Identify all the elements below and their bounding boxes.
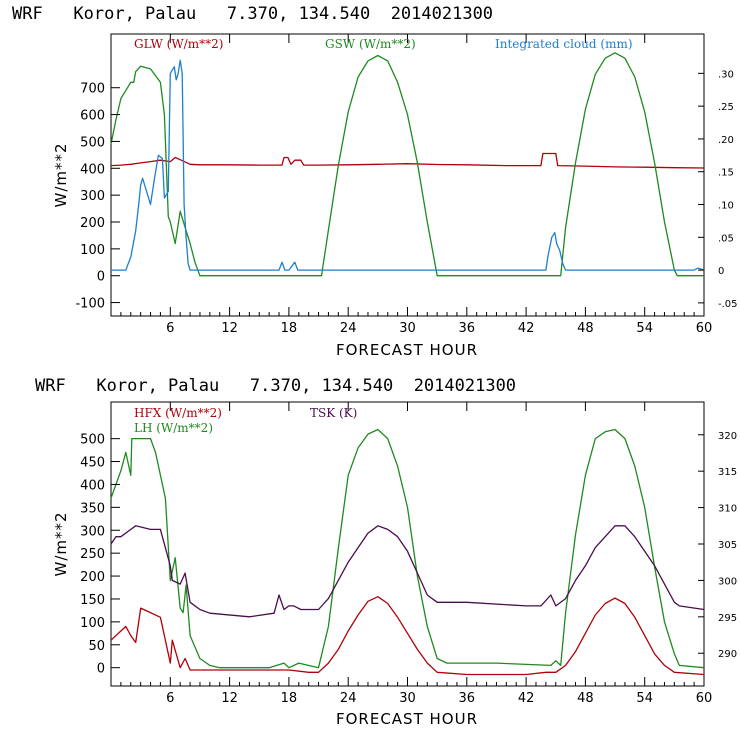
x-tick-label: 24 [340, 691, 357, 706]
y-axis-label: W/m**2 [52, 142, 70, 207]
y-tick-label: 150 [80, 593, 105, 608]
series-line [110, 52, 704, 277]
y-tick-label: 600 [80, 109, 105, 124]
x-tick-label: 18 [281, 321, 298, 336]
legend-hfx: HFX (W/m**2) [134, 406, 222, 420]
x-tick-label: 48 [577, 321, 594, 336]
x-tick-label: 54 [636, 691, 653, 706]
y2-tick-label: 295 [718, 613, 737, 624]
legend-tsk: TSK (K) [310, 406, 357, 420]
y-tick-label: 700 [80, 82, 105, 97]
series-line [111, 59, 705, 271]
y-tick-label: 200 [80, 570, 105, 585]
x-tick-label: 60 [696, 321, 713, 336]
y2-tick-label: .30 [718, 69, 734, 80]
y-tick-label: 50 [88, 639, 105, 654]
series-line [110, 596, 705, 676]
y-tick-label: 0 [97, 270, 105, 285]
x-axis-label: FORECAST HOUR [336, 710, 478, 728]
y2-tick-label: 310 [718, 504, 737, 515]
y-tick-label: 100 [80, 243, 105, 258]
y2-tick-label: .05 [718, 233, 734, 244]
y-tick-label: 500 [80, 135, 105, 150]
legend-glw: GLW (W/m**2) [134, 37, 223, 51]
x-tick-label: 6 [166, 691, 174, 706]
x-tick-label: 42 [518, 321, 535, 336]
x-tick-label: 36 [459, 691, 476, 706]
y2-tick-label: 315 [718, 467, 737, 478]
y2-tick-label: 320 [718, 431, 737, 442]
chart-title: WRF Koror, Palau 7.370, 134.540 20140213… [35, 376, 516, 396]
panel-bottom: WRF Koror, Palau 7.370, 134.540 20140213… [35, 376, 737, 728]
y-tick-label: 250 [80, 547, 105, 562]
y2-tick-label: .10 [718, 201, 734, 212]
x-tick-label: 18 [281, 691, 298, 706]
legend-gsw: GSW (W/m**2) [325, 37, 416, 51]
x-tick-label: 30 [399, 321, 416, 336]
y-tick-label: 0 [97, 662, 105, 677]
y-tick-label: 200 [80, 216, 105, 231]
y-tick-label: -100 [75, 297, 105, 312]
y2-tick-label: 305 [718, 540, 737, 551]
plot-frame [110, 33, 705, 317]
y2-tick-label: .20 [718, 135, 734, 146]
y2-tick-label: .15 [718, 168, 734, 179]
x-tick-label: 6 [166, 321, 174, 336]
x-axis-label: FORECAST HOUR [336, 341, 478, 359]
x-tick-label: 42 [518, 691, 535, 706]
y-tick-label: 400 [80, 162, 105, 177]
y2-tick-label: 0 [718, 266, 724, 277]
x-tick-label: 30 [399, 691, 416, 706]
x-tick-label: 12 [221, 321, 238, 336]
x-tick-label: 60 [696, 691, 713, 706]
series-line [110, 152, 705, 169]
x-tick-label: 48 [577, 691, 594, 706]
chart-title: WRF Koror, Palau 7.370, 134.540 20140213… [12, 4, 493, 24]
panel-top: WRF Koror, Palau 7.370, 134.540 20140213… [12, 4, 738, 359]
y-tick-label: 400 [80, 478, 105, 493]
y-axis-label: W/m**2 [52, 511, 70, 576]
series-line [110, 525, 705, 618]
x-tick-label: 54 [636, 321, 653, 336]
y2-tick-label: -.05 [718, 299, 738, 310]
y-tick-label: 350 [80, 501, 105, 516]
y2-tick-label: .25 [718, 102, 734, 113]
y2-tick-label: 290 [718, 649, 737, 660]
plot-frame [110, 401, 705, 687]
y-tick-label: 300 [80, 524, 105, 539]
x-tick-label: 24 [340, 321, 357, 336]
x-tick-label: 12 [221, 691, 238, 706]
y-tick-label: 500 [80, 433, 105, 448]
y2-tick-label: 300 [718, 576, 737, 587]
y-tick-label: 100 [80, 616, 105, 631]
y-tick-label: 450 [80, 456, 105, 471]
legend-lh: LH (W/m**2) [134, 421, 213, 435]
legend-integrated-cloud: Integrated cloud (mm) [495, 37, 633, 51]
x-tick-label: 36 [459, 321, 476, 336]
y-tick-label: 300 [80, 189, 105, 204]
series-line [110, 428, 705, 669]
